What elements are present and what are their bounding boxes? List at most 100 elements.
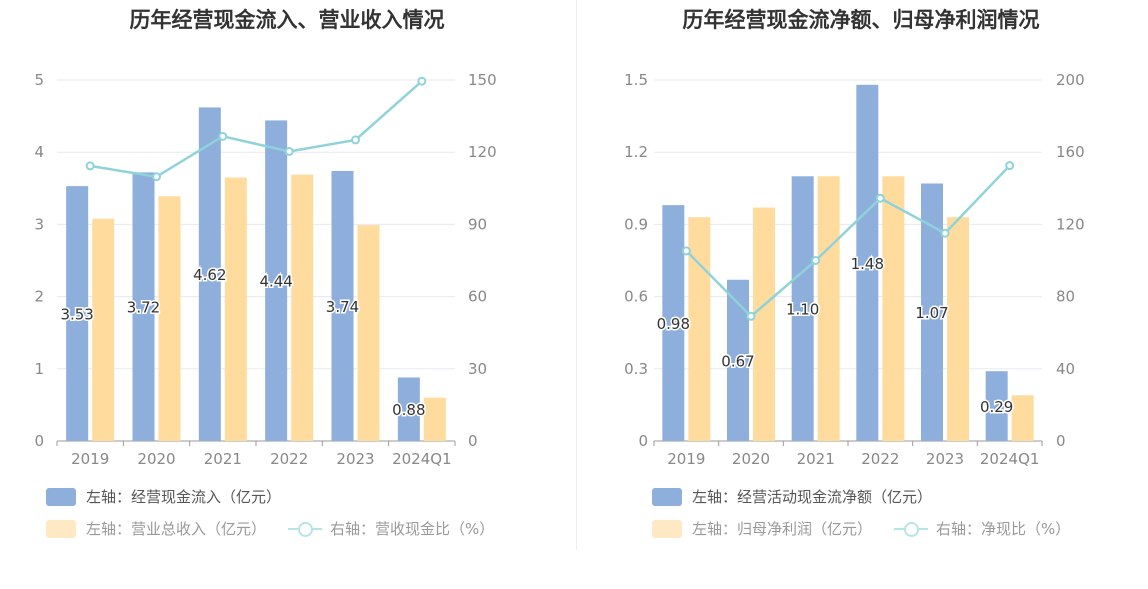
bar-secondary <box>882 176 905 441</box>
legend-swatch-blue <box>46 487 76 506</box>
bar-primary <box>921 183 943 441</box>
x-tick-label: 2022 <box>270 450 308 468</box>
ratio-point <box>284 146 294 156</box>
bar-data-label: 4.44 <box>259 273 292 291</box>
bar-data-label: 3.74 <box>326 298 359 316</box>
y-right-tick-label: 200 <box>1056 71 1085 89</box>
bar-data-label: 1.10 <box>786 301 819 319</box>
legend-row-secondary: 左轴：归母净利润（亿元） 右轴：净现比（%） <box>652 518 1070 539</box>
y-right-tick-label: 120 <box>1056 215 1085 233</box>
bar-data-label: 3.72 <box>127 299 160 317</box>
chart-panel-right: 历年经营现金流净额、归母净利润情况 0 0.3 0.6 0.9 1.2 1.5 0 40 80 1… <box>574 0 1148 589</box>
legend-line-icon <box>288 520 323 538</box>
legend-label[interactable]: 左轴：营业总收入（亿元） <box>86 520 267 538</box>
bar-data-label: 1.48 <box>851 255 884 273</box>
x-tick-label: 2021 <box>797 450 835 468</box>
y-left-tick-label: 0 <box>638 432 648 450</box>
y-left-tick-label: 2 <box>34 288 44 306</box>
ratio-point <box>811 256 821 265</box>
legend-label: 左轴：经营活动现金流净额（亿元） <box>692 488 933 506</box>
bar-secondary <box>92 218 115 441</box>
y-left-tick-label: 1.5 <box>624 71 648 89</box>
bar-primary <box>132 172 155 441</box>
bar-data-label: 0.29 <box>980 398 1013 416</box>
y-right-tick-label: 120 <box>468 143 497 161</box>
x-tick-label: 2022 <box>861 450 899 468</box>
bar-secondary <box>291 174 314 441</box>
ratio-point <box>218 131 228 141</box>
y-left-tick-label: 0 <box>34 432 44 450</box>
ratio-line <box>89 80 423 179</box>
legend-swatch-orange <box>652 519 682 538</box>
bar-secondary <box>688 217 711 441</box>
chart-plot: 0 0.3 0.6 0.9 1.2 1.5 0 40 80 120 160 200 0.98 2019 0.… <box>624 71 1085 468</box>
bar-data-label: 0.88 <box>392 401 425 419</box>
x-tick-label: 2021 <box>204 450 242 468</box>
ratio-line <box>685 164 1011 318</box>
x-tick-label: 2023 <box>336 450 374 468</box>
bar-primary <box>198 107 221 441</box>
legend-label[interactable]: 右轴：净现比（%） <box>936 520 1071 538</box>
y-left-tick-label: 5 <box>34 71 44 89</box>
bar-secondary <box>423 397 446 441</box>
ratio-point <box>681 246 691 256</box>
ratio-point <box>940 228 950 238</box>
ratio-point <box>152 172 161 182</box>
bar-data-label: 0.98 <box>657 315 690 333</box>
bar-data-label: 4.62 <box>193 266 226 284</box>
y-left-tick-label: 0.6 <box>624 288 648 306</box>
legend-line-icon <box>894 520 929 538</box>
bar-secondary <box>224 177 247 441</box>
bar-primary <box>331 170 354 442</box>
x-tick-label: 2023 <box>926 450 964 468</box>
ratio-point <box>746 311 756 321</box>
y-right-tick-label: 0 <box>1056 432 1066 450</box>
bar-primary <box>662 205 685 441</box>
y-right-tick-label: 90 <box>468 215 487 233</box>
ratio-point <box>85 161 95 171</box>
y-right-tick-label: 160 <box>1056 143 1085 161</box>
legend-item-bar-primary[interactable]: 左轴：经营活动现金流净额（亿元） <box>652 486 932 507</box>
y-right-tick-label: 0 <box>468 432 478 450</box>
bar-primary <box>265 120 288 441</box>
y-left-tick-label: 3 <box>34 215 44 233</box>
legend-swatch-blue <box>652 487 682 506</box>
y-right-tick-label: 150 <box>468 71 497 89</box>
y-right-tick-label: 30 <box>468 360 487 378</box>
legend-label[interactable]: 右轴：营收现金比（%） <box>330 520 495 538</box>
x-tick-label: 2020 <box>732 450 770 468</box>
bar-primary <box>985 371 1008 441</box>
legend-item-bar-primary[interactable]: 左轴：经营现金流入（亿元） <box>46 486 281 507</box>
chart-title: 历年经营现金流净额、归母净利润情况 <box>682 8 1040 32</box>
y-left-tick-label: 0.9 <box>624 215 648 233</box>
x-tick-label: 2019 <box>667 450 705 468</box>
panel-divider <box>576 0 577 550</box>
bar-secondary <box>753 207 775 441</box>
bar-data-label: 3.53 <box>60 306 93 324</box>
y-left-tick-label: 0.3 <box>624 360 648 378</box>
x-tick-label: 2024Q1 <box>980 450 1040 468</box>
legend-row-secondary: 左轴：营业总收入（亿元） 右轴：营收现金比（%） <box>46 518 494 539</box>
chart-panel-left: 历年经营现金流入、营业收入情况 0 1 2 3 4 5 0 30 60 90 120 150 3.53 2… <box>34 8 497 539</box>
chart-plot: 0 1 2 3 4 5 0 30 60 90 120 150 3.53 2019 3.72 2020 4.62 2… <box>34 71 497 468</box>
legend-label: 左轴：经营现金流入（亿元） <box>86 488 282 506</box>
y-right-tick-label: 40 <box>1056 360 1075 378</box>
ratio-point <box>351 135 360 145</box>
bar-primary <box>66 186 89 441</box>
y-right-tick-label: 80 <box>1056 288 1075 306</box>
bar-secondary <box>1011 395 1034 441</box>
x-tick-label: 2020 <box>137 450 175 468</box>
legend-label[interactable]: 左轴：归母净利润（亿元） <box>692 520 873 538</box>
bar-data-label: 0.67 <box>721 352 754 370</box>
y-left-tick-label: 1.2 <box>624 143 648 161</box>
bar-primary <box>727 279 749 441</box>
legend-swatch-orange <box>46 519 76 538</box>
bar-secondary <box>817 176 840 441</box>
bar-primary <box>397 377 420 441</box>
bar-data-label: 1.07 <box>915 304 948 322</box>
bar-primary <box>791 176 814 441</box>
y-left-tick-label: 4 <box>34 143 44 161</box>
bar-secondary <box>947 217 969 441</box>
y-left-tick-label: 1 <box>34 360 44 378</box>
ratio-point <box>875 193 885 203</box>
